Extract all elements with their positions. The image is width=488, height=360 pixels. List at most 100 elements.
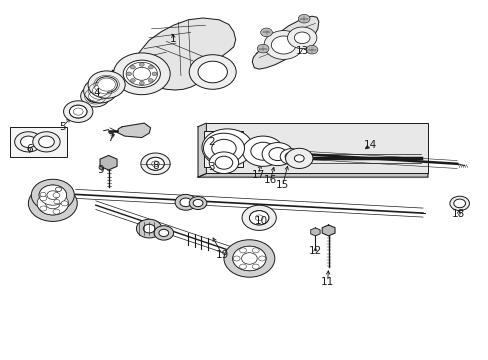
Circle shape xyxy=(285,148,312,168)
Polygon shape xyxy=(206,123,427,174)
Circle shape xyxy=(305,45,317,54)
Circle shape xyxy=(215,156,232,169)
Circle shape xyxy=(123,60,160,87)
Polygon shape xyxy=(198,174,427,177)
Circle shape xyxy=(211,136,243,159)
Circle shape xyxy=(90,84,110,98)
Circle shape xyxy=(449,196,468,211)
Circle shape xyxy=(56,187,61,192)
Circle shape xyxy=(258,256,265,261)
Circle shape xyxy=(139,81,144,85)
Circle shape xyxy=(61,201,68,206)
Circle shape xyxy=(239,264,246,269)
Circle shape xyxy=(152,72,157,76)
Circle shape xyxy=(15,132,42,152)
Circle shape xyxy=(98,78,115,91)
Circle shape xyxy=(239,248,246,253)
Circle shape xyxy=(232,246,265,271)
Text: 4: 4 xyxy=(93,88,100,98)
Circle shape xyxy=(53,193,60,198)
Text: 12: 12 xyxy=(308,246,322,256)
Circle shape xyxy=(86,90,104,103)
Text: 5: 5 xyxy=(59,122,66,132)
Polygon shape xyxy=(198,123,206,177)
Circle shape xyxy=(249,211,268,225)
Circle shape xyxy=(39,185,66,205)
Polygon shape xyxy=(310,228,320,236)
Text: 3: 3 xyxy=(207,162,214,172)
Circle shape xyxy=(37,192,68,215)
Circle shape xyxy=(271,36,295,54)
Circle shape xyxy=(257,44,268,53)
Circle shape xyxy=(262,143,293,166)
Circle shape xyxy=(202,129,252,166)
Circle shape xyxy=(298,14,309,23)
Circle shape xyxy=(224,240,274,277)
Circle shape xyxy=(143,224,155,233)
Polygon shape xyxy=(322,225,334,236)
FancyBboxPatch shape xyxy=(204,131,242,167)
Circle shape xyxy=(73,108,83,115)
Circle shape xyxy=(37,192,68,215)
Circle shape xyxy=(148,66,153,69)
Text: 8: 8 xyxy=(152,161,159,171)
Circle shape xyxy=(232,246,265,271)
Text: 9: 9 xyxy=(97,165,103,175)
Text: 16: 16 xyxy=(263,175,277,185)
Circle shape xyxy=(130,78,135,82)
Circle shape xyxy=(40,196,47,201)
Circle shape xyxy=(139,63,144,66)
Circle shape xyxy=(242,205,276,230)
Circle shape xyxy=(285,152,296,161)
Circle shape xyxy=(92,85,108,96)
Text: 2: 2 xyxy=(207,137,214,147)
Circle shape xyxy=(40,192,46,197)
Text: 18: 18 xyxy=(451,209,465,219)
Circle shape xyxy=(45,198,60,209)
Circle shape xyxy=(260,28,272,37)
Circle shape xyxy=(280,149,301,165)
Circle shape xyxy=(54,199,60,204)
Circle shape xyxy=(40,206,47,211)
Circle shape xyxy=(136,219,162,238)
Circle shape xyxy=(294,155,304,162)
Circle shape xyxy=(151,161,159,167)
Polygon shape xyxy=(117,123,150,138)
Circle shape xyxy=(294,32,309,44)
Circle shape xyxy=(113,53,170,95)
Circle shape xyxy=(252,264,259,269)
Circle shape xyxy=(20,136,36,148)
Circle shape xyxy=(28,185,77,221)
Text: 7: 7 xyxy=(106,132,113,143)
Circle shape xyxy=(63,101,93,122)
Circle shape xyxy=(126,72,131,76)
Circle shape xyxy=(241,253,257,264)
Circle shape xyxy=(33,132,60,152)
Polygon shape xyxy=(126,18,235,90)
Circle shape xyxy=(88,71,125,98)
Circle shape xyxy=(81,85,110,107)
Circle shape xyxy=(31,179,74,211)
Circle shape xyxy=(69,105,87,118)
Circle shape xyxy=(268,148,286,161)
Circle shape xyxy=(39,185,66,205)
Circle shape xyxy=(39,136,54,148)
Circle shape xyxy=(148,78,153,82)
Bar xyxy=(10,127,67,157)
Text: 6: 6 xyxy=(26,144,33,154)
Circle shape xyxy=(96,77,117,93)
Circle shape xyxy=(252,248,259,253)
Circle shape xyxy=(250,142,275,160)
Circle shape xyxy=(242,136,283,166)
Circle shape xyxy=(159,229,168,237)
Text: 19: 19 xyxy=(215,250,229,260)
Circle shape xyxy=(233,256,240,261)
Circle shape xyxy=(53,209,60,214)
Text: 11: 11 xyxy=(320,276,334,287)
Text: 15: 15 xyxy=(275,180,289,190)
Circle shape xyxy=(83,78,117,103)
Circle shape xyxy=(211,139,236,157)
Circle shape xyxy=(203,133,244,163)
Circle shape xyxy=(154,226,173,240)
Text: 14: 14 xyxy=(363,140,377,150)
